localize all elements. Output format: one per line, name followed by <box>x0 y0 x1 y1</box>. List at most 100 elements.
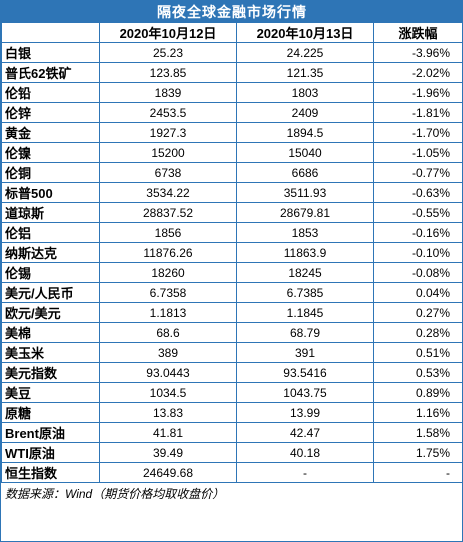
row-change: -1.70% <box>373 122 463 143</box>
data-source-note: 数据来源：Wind（期货价格均取收盘价） <box>5 487 225 501</box>
table-title: 隔夜全球金融市场行情 <box>1 1 463 23</box>
row-value-date2: 11863.9 <box>236 242 374 263</box>
table-row: 伦锡 18260 18245 -0.08% <box>1 262 463 283</box>
row-name: 美豆 <box>1 382 100 403</box>
row-change: -3.96% <box>373 42 463 63</box>
row-name: 伦铝 <box>1 222 100 243</box>
row-value-date1: 39.49 <box>99 442 237 463</box>
row-value-date2: 6.7385 <box>236 282 374 303</box>
row-change: 0.28% <box>373 322 463 343</box>
row-name: 原糖 <box>1 402 100 423</box>
row-value-date1: 1839 <box>99 82 237 103</box>
row-change: -2.02% <box>373 62 463 83</box>
table-row: 普氏62铁矿 123.85 121.35 -2.02% <box>1 62 463 83</box>
row-value-date1: 389 <box>99 342 237 363</box>
table-row: 伦铜 6738 6686 -0.77% <box>1 162 463 183</box>
row-value-date1: 1856 <box>99 222 237 243</box>
table-row: 美豆 1034.5 1043.75 0.89% <box>1 382 463 403</box>
table-row: 纳斯达克 11876.26 11863.9 -0.10% <box>1 242 463 263</box>
table-row: 道琼斯 28837.52 28679.81 -0.55% <box>1 202 463 223</box>
row-name: WTI原油 <box>1 442 100 463</box>
table-row: 伦锌 2453.5 2409 -1.81% <box>1 102 463 123</box>
row-value-date1: 1927.3 <box>99 122 237 143</box>
row-change: 0.89% <box>373 382 463 403</box>
header-change: 涨跌幅 <box>373 22 463 43</box>
row-change: 1.75% <box>373 442 463 463</box>
row-change: -0.10% <box>373 242 463 263</box>
row-name: 普氏62铁矿 <box>1 62 100 83</box>
row-name: 标普500 <box>1 182 100 203</box>
row-name: 美元指数 <box>1 362 100 383</box>
table-row: Brent原油 41.81 42.47 1.58% <box>1 422 463 443</box>
row-change: - <box>373 462 463 483</box>
row-value-date1: 13.83 <box>99 402 237 423</box>
table-row: 黄金 1927.3 1894.5 -1.70% <box>1 122 463 143</box>
row-value-date1: 25.23 <box>99 42 237 63</box>
row-value-date1: 6738 <box>99 162 237 183</box>
table-row: 恒生指数 24649.68- - <box>1 462 463 483</box>
row-value-date2: 1043.75 <box>236 382 374 403</box>
table-row: WTI原油 39.49 40.18 1.75% <box>1 442 463 463</box>
row-name: 美元/人民币 <box>1 282 100 303</box>
header-date2: 2020年10月13日 <box>236 22 374 43</box>
table-row: 标普500 3534.22 3511.93 -0.63% <box>1 182 463 203</box>
table-row: 白银 25.23 24.225 -3.96% <box>1 42 463 63</box>
row-name: 欧元/美元 <box>1 302 100 323</box>
row-value-date1: 123.85 <box>99 62 237 83</box>
row-value-date1: 68.6 <box>99 322 237 343</box>
table-row: 美元指数 93.0443 93.5416 0.53% <box>1 362 463 383</box>
row-value-date2: 1853 <box>236 222 374 243</box>
row-change: 1.16% <box>373 402 463 423</box>
row-value-date1: 1.1813 <box>99 302 237 323</box>
header-name <box>1 22 100 43</box>
row-value-date2: 6686 <box>236 162 374 183</box>
row-value-date2: 1894.5 <box>236 122 374 143</box>
row-value-date1: 28837.52 <box>99 202 237 223</box>
row-name: 伦锡 <box>1 262 100 283</box>
row-value-date2: 3511.93 <box>236 182 374 203</box>
row-value-date1: 93.0443 <box>99 362 237 383</box>
row-value-date1: 2453.5 <box>99 102 237 123</box>
row-name: 美棉 <box>1 322 100 343</box>
row-value-date2: 28679.81 <box>236 202 374 223</box>
row-change: -1.05% <box>373 142 463 163</box>
row-value-date2: 1803 <box>236 82 374 103</box>
header-date1: 2020年10月12日 <box>99 22 237 43</box>
table-row: 美棉 68.6 68.79 0.28% <box>1 322 463 343</box>
row-change: 0.04% <box>373 282 463 303</box>
row-value-date2: 121.35 <box>236 62 374 83</box>
table-row: 伦铝 1856 1853 -0.16% <box>1 222 463 243</box>
row-value-date2: 42.47 <box>236 422 374 443</box>
table-row: 欧元/美元 1.1813 1.1845 0.27% <box>1 302 463 323</box>
row-value-date2: 93.5416 <box>236 362 374 383</box>
table-row: 伦铅 1839 1803 -1.96% <box>1 82 463 103</box>
market-table: 隔夜全球金融市场行情 2020年10月12日 2020年10月13日 涨跌幅 白… <box>1 1 463 483</box>
row-value-date2: 68.79 <box>236 322 374 343</box>
row-name: 白银 <box>1 42 100 63</box>
row-name: 伦铜 <box>1 162 100 183</box>
row-change: 0.53% <box>373 362 463 383</box>
row-value-date2: 13.99 <box>236 402 374 423</box>
row-value-date1: 41.81 <box>99 422 237 443</box>
row-value-date2: 1.1845 <box>236 302 374 323</box>
row-value-date1: 24649.68 <box>99 462 237 483</box>
row-name: 美玉米 <box>1 342 100 363</box>
row-change: -0.16% <box>373 222 463 243</box>
table-row: 美元/人民币 6.7358 6.7385 0.04% <box>1 282 463 303</box>
row-change: -1.96% <box>373 82 463 103</box>
row-change: -0.77% <box>373 162 463 183</box>
row-value-date2: 15040 <box>236 142 374 163</box>
row-change: 0.27% <box>373 302 463 323</box>
row-value-date1: 18260 <box>99 262 237 283</box>
table-row: 伦镍 15200 15040 -1.05% <box>1 142 463 163</box>
row-value-date2: 18245 <box>236 262 374 283</box>
row-name: 伦铅 <box>1 82 100 103</box>
row-value-date1: 6.7358 <box>99 282 237 303</box>
table-row: 美玉米 389 391 0.51% <box>1 342 463 363</box>
row-name: 伦锌 <box>1 102 100 123</box>
row-value-date2: - <box>236 462 374 483</box>
header-row: 2020年10月12日 2020年10月13日 涨跌幅 <box>1 22 463 43</box>
title-row: 隔夜全球金融市场行情 <box>1 1 463 23</box>
row-value-date2: 40.18 <box>236 442 374 463</box>
